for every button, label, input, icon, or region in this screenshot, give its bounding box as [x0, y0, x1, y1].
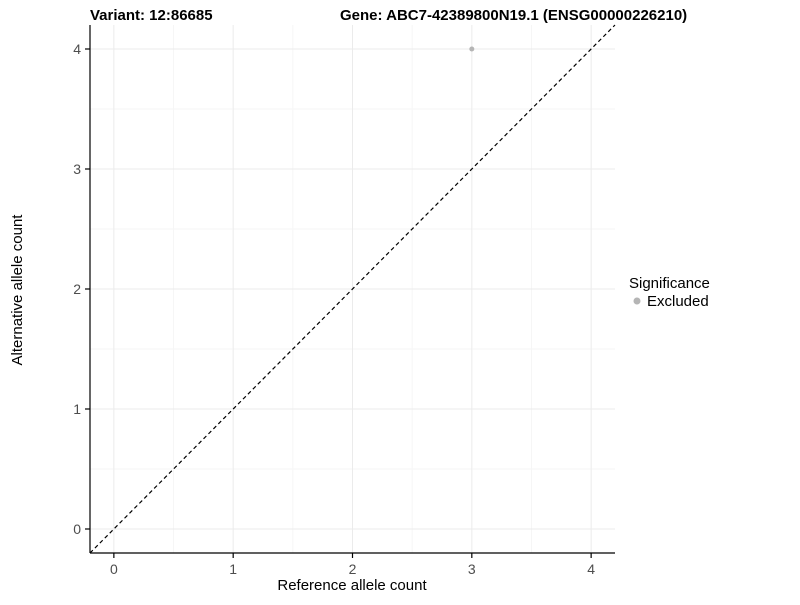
y-tick-label: 1 — [73, 401, 81, 417]
x-tick-label: 3 — [468, 561, 476, 577]
x-tick-label: 1 — [229, 561, 237, 577]
x-axis-title: Reference allele count — [277, 577, 427, 594]
identity-line — [89, 24, 616, 554]
x-tick-label: 2 — [349, 561, 357, 577]
y-tick-label: 0 — [73, 521, 81, 537]
y-tick-label: 3 — [73, 161, 81, 177]
legend-entry-excluded: Excluded — [647, 293, 709, 310]
data-point — [469, 46, 475, 52]
legend-title: Significance — [629, 275, 710, 292]
y-tick-label: 4 — [73, 41, 81, 57]
legend: Significance Excluded — [629, 275, 710, 310]
x-tick-label: 4 — [587, 561, 595, 577]
legend-excluded-swatch-icon — [633, 297, 641, 305]
gene-title: Gene: ABC7-42389800N19.1 (ENSG0000022621… — [340, 7, 687, 24]
variant-title: Variant: 12:86685 — [90, 7, 213, 24]
y-tick-label: 2 — [73, 281, 81, 297]
plot-area: 0 1 2 3 4 0 1 2 3 4 — [73, 24, 616, 577]
y-axis-title: Alternative allele count — [9, 214, 26, 366]
x-tick-label: 0 — [110, 561, 118, 577]
